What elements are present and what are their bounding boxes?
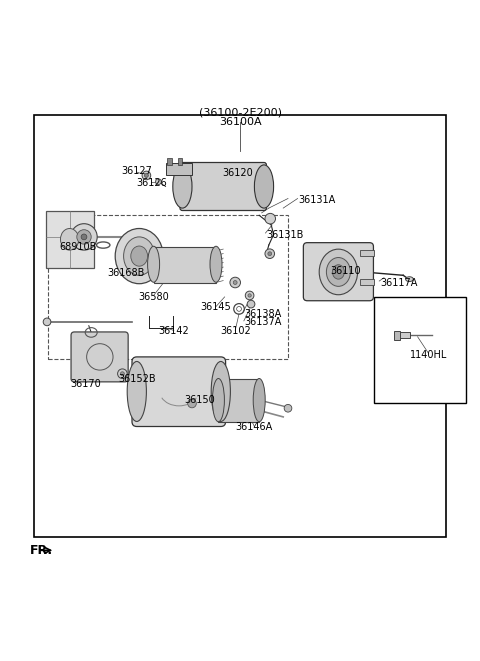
Ellipse shape [71,223,97,250]
Bar [218,379,259,422]
Ellipse shape [245,291,254,300]
Text: 36145: 36145 [201,303,231,313]
Text: 36110: 36110 [330,266,361,276]
Bar [34,114,446,537]
Ellipse shape [127,362,146,422]
Ellipse shape [248,293,252,297]
Ellipse shape [124,237,155,275]
Text: FR.: FR. [30,544,53,557]
Ellipse shape [212,379,225,422]
Ellipse shape [43,318,51,326]
Ellipse shape [265,249,275,258]
Ellipse shape [118,369,127,379]
Ellipse shape [254,165,274,208]
Ellipse shape [120,371,124,375]
Ellipse shape [173,165,192,208]
Bar [48,215,288,360]
Ellipse shape [156,179,161,184]
Text: 36102: 36102 [220,327,251,336]
Text: 36131B: 36131B [266,229,304,239]
Text: (36100-2E200): (36100-2E200) [199,107,281,117]
FancyBboxPatch shape [303,243,373,301]
Ellipse shape [332,265,344,279]
Ellipse shape [115,229,163,284]
Text: 36580: 36580 [138,292,169,302]
Text: 36146A: 36146A [236,422,273,432]
Ellipse shape [60,229,79,250]
Bar [360,251,374,256]
Ellipse shape [326,258,350,286]
Ellipse shape [148,247,159,282]
Text: 36120: 36120 [222,168,253,178]
Text: 36117A: 36117A [381,278,418,288]
Ellipse shape [188,399,196,408]
Bar [166,163,192,175]
Ellipse shape [247,300,255,308]
Ellipse shape [210,247,222,282]
Ellipse shape [253,379,265,422]
Text: 68910B: 68910B [60,243,97,253]
Ellipse shape [144,174,148,177]
Bar [398,332,410,338]
FancyBboxPatch shape [71,332,128,382]
Ellipse shape [230,277,240,288]
Ellipse shape [319,249,358,295]
Ellipse shape [211,362,230,422]
Bar [374,297,466,403]
Bar [167,158,172,165]
Text: 36100A: 36100A [219,117,261,127]
Text: 36127: 36127 [121,166,152,176]
Bar [154,247,216,282]
Ellipse shape [77,230,91,244]
Bar [360,279,374,285]
Text: 36137A: 36137A [245,317,282,327]
Text: 36150: 36150 [184,395,215,405]
Text: 36170: 36170 [70,379,101,389]
Bar [46,210,94,268]
Ellipse shape [131,246,148,266]
Ellipse shape [406,277,413,282]
Ellipse shape [81,234,87,240]
Text: 36126: 36126 [136,178,167,188]
Text: 36142: 36142 [158,327,189,336]
Text: 36152B: 36152B [118,375,156,385]
Ellipse shape [284,405,292,412]
Text: 36131A: 36131A [299,195,336,205]
Text: 36138A: 36138A [244,309,281,319]
Text: 1140HL: 1140HL [410,350,447,360]
FancyBboxPatch shape [132,357,226,426]
Text: 36168B: 36168B [107,268,144,278]
Bar [394,330,400,340]
Bar [178,158,182,165]
Ellipse shape [142,171,151,180]
Ellipse shape [233,280,237,284]
Ellipse shape [268,252,272,256]
Ellipse shape [265,214,276,224]
FancyBboxPatch shape [180,163,266,210]
